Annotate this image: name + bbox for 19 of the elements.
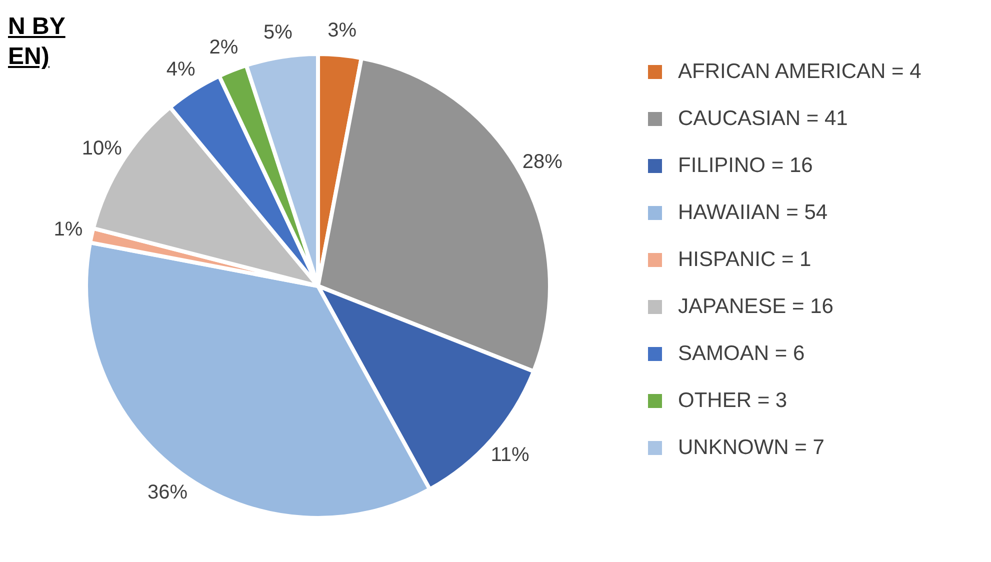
legend-label: HISPANIC = 1 <box>678 248 812 272</box>
data-label: 4% <box>166 58 196 80</box>
chart-title: N BY EN) <box>8 12 66 72</box>
legend-label: HAWAIIAN = 54 <box>678 200 828 224</box>
legend-label: CAUCASIAN = 41 <box>678 106 848 130</box>
data-label: 1% <box>54 218 83 241</box>
legend-label: FILIPINO = 16 <box>678 154 813 178</box>
legend-label: JAPANESE = 16 <box>678 294 834 318</box>
legend-label: OTHER = 3 <box>678 388 788 412</box>
data-label: 36% <box>148 482 188 504</box>
data-label: 2% <box>209 36 238 58</box>
legend-label: UNKNOWN = 7 <box>678 436 824 460</box>
data-label: 28% <box>522 151 563 174</box>
data-label: 3% <box>328 20 357 42</box>
data-label: 10% <box>82 137 122 160</box>
data-label: 11% <box>490 444 530 466</box>
data-label: 5% <box>264 22 293 44</box>
legend-label: AFRICAN AMERICAN = 4 <box>678 60 922 84</box>
legend-label: SAMOAN = 6 <box>678 342 805 366</box>
